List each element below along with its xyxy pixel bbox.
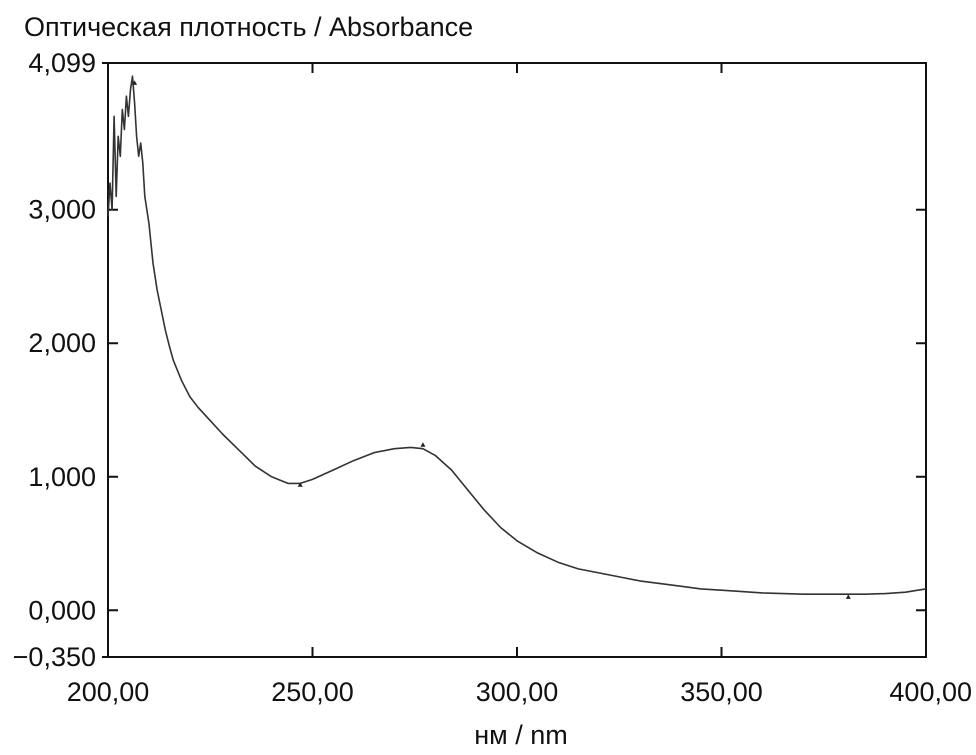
peak-marker: [845, 594, 851, 599]
peak-marker: [297, 482, 303, 487]
x-axis: 200,00 250,00 300,00 350,00 400,00: [67, 63, 972, 707]
x-axis-label: нм / nm: [474, 720, 568, 750]
absorbance-series-line: [107, 75, 927, 595]
plot-frame: [107, 62, 927, 658]
y-tick-label: 4,099: [28, 48, 96, 78]
y-tick-label: −0,350: [13, 642, 96, 672]
y-axis: −0,350 0,000 1,000 2,000 3,000 4,099: [13, 48, 926, 672]
peak-marker: [420, 442, 426, 447]
y-tick-label: 1,000: [28, 462, 96, 492]
y-tick-label: 3,000: [28, 195, 96, 225]
chart-y-title: Оптическая плотность / Absorbance: [24, 12, 473, 42]
peak-marker: [132, 80, 138, 85]
x-tick-label: 300,00: [476, 677, 559, 707]
x-tick-label: 250,00: [271, 677, 354, 707]
y-tick-label: 0,000: [28, 595, 96, 625]
x-tick-label: 200,00: [67, 677, 150, 707]
x-tick-label: 350,00: [680, 677, 763, 707]
y-tick-label: 2,000: [28, 328, 96, 358]
peak-markers: [132, 80, 851, 599]
x-tick-label: 400,00: [889, 677, 972, 707]
